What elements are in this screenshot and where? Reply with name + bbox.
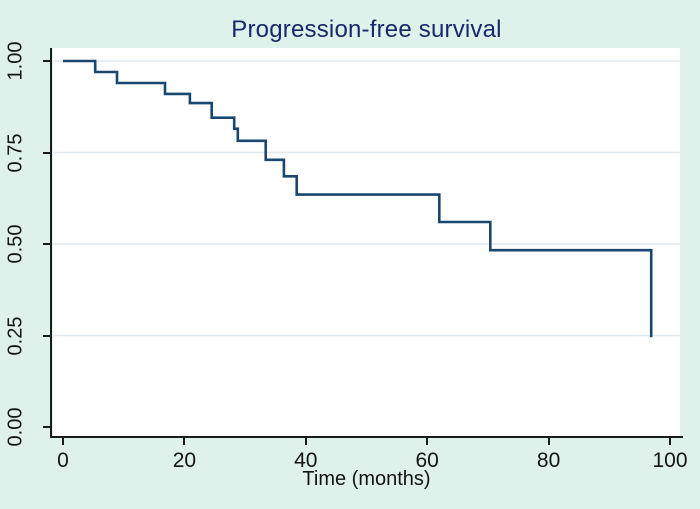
chart-title: Progression-free survival <box>231 16 502 43</box>
y-tick-mark <box>43 426 50 428</box>
x-tick-mark <box>62 438 64 445</box>
survival-step-curve <box>63 59 653 338</box>
y-tick-label: 0.75 <box>4 133 27 172</box>
y-tick-label: 0.00 <box>4 407 27 447</box>
x-tick-mark <box>426 438 429 445</box>
y-tick-mark <box>43 334 50 337</box>
x-tick-label: 60 <box>415 449 439 472</box>
x-axis-line <box>50 436 683 438</box>
x-tick-label: 100 <box>652 449 688 472</box>
y-tick-label: 0.50 <box>4 224 27 264</box>
y-tick-mark <box>43 151 50 154</box>
plot-area <box>53 48 680 436</box>
figure-top-edge <box>0 0 700 7</box>
x-tick-label: 20 <box>172 449 197 472</box>
x-tick-mark <box>669 438 671 445</box>
x-tick-label: 0 <box>57 449 69 472</box>
x-axis-title: Time (months) <box>302 468 431 490</box>
y-tick-mark <box>43 60 50 62</box>
y-tick-label: 1.00 <box>4 41 27 81</box>
x-tick-mark <box>183 438 186 445</box>
y-axis-line <box>50 48 52 438</box>
x-tick-label: 40 <box>294 449 318 472</box>
x-tick-mark <box>547 438 550 445</box>
km-curve-svg <box>53 59 680 338</box>
x-tick-label: 80 <box>536 449 561 472</box>
y-tick-mark <box>43 243 50 245</box>
y-tick-label: 0.25 <box>4 316 27 355</box>
x-tick-mark <box>304 438 307 445</box>
